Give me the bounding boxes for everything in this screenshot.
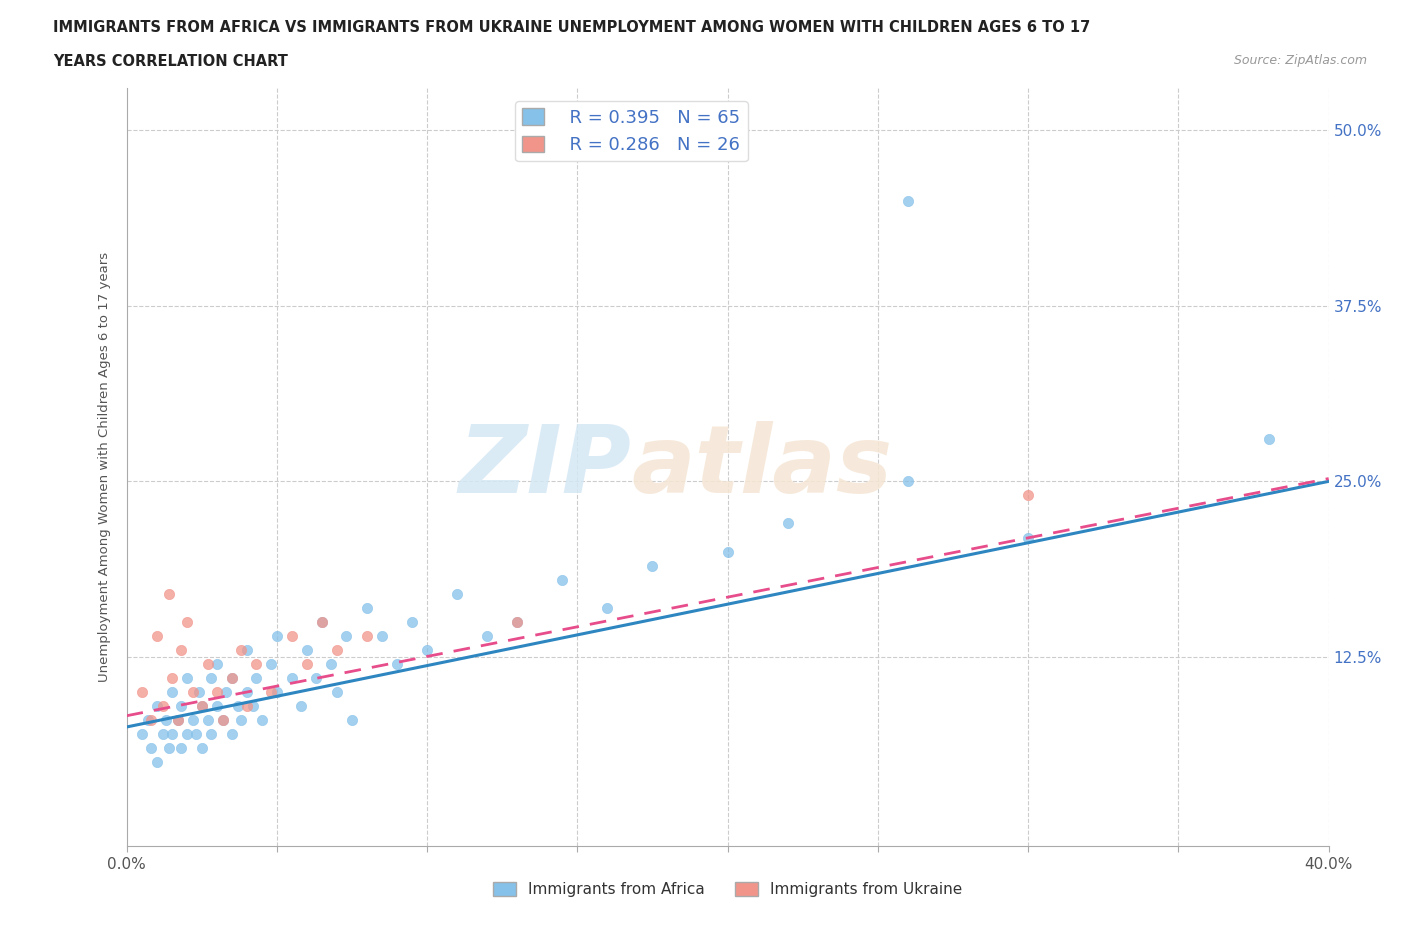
Point [235, 684, 259, 699]
Point [229, 712, 252, 727]
Point [205, 657, 228, 671]
Y-axis label: Unemployment Among Women with Children Ages 6 to 17 years: Unemployment Among Women with Children A… [97, 252, 111, 683]
Point [235, 698, 259, 713]
Point [166, 712, 188, 727]
Point [187, 684, 209, 699]
Point [551, 572, 574, 587]
Point [1257, 432, 1279, 446]
Point [266, 629, 288, 644]
Point [245, 671, 267, 685]
Point [176, 671, 198, 685]
Point [200, 671, 222, 685]
Point [200, 726, 222, 741]
Point [131, 684, 153, 699]
Point [245, 657, 267, 671]
Point [242, 698, 264, 713]
Point [326, 643, 349, 658]
Point [197, 657, 219, 671]
Point [136, 712, 159, 727]
Point [401, 615, 423, 630]
Point [340, 712, 363, 727]
Point [145, 629, 167, 644]
Point [776, 516, 799, 531]
Point [181, 712, 204, 727]
Point [221, 726, 243, 741]
Point [226, 698, 249, 713]
Point [184, 726, 207, 741]
Point [335, 629, 357, 644]
Point [356, 629, 378, 644]
Point [176, 726, 198, 741]
Point [295, 657, 318, 671]
Point [190, 698, 212, 713]
Point [260, 657, 283, 671]
Point [281, 629, 304, 644]
Text: Source: ZipAtlas.com: Source: ZipAtlas.com [1233, 54, 1367, 67]
Point [416, 643, 439, 658]
Point [160, 671, 183, 685]
Point [716, 544, 740, 559]
Point [266, 684, 288, 699]
Text: IMMIGRANTS FROM AFRICA VS IMMIGRANTS FROM UKRAINE UNEMPLOYMENT AMONG WOMEN WITH : IMMIGRANTS FROM AFRICA VS IMMIGRANTS FRO… [53, 20, 1091, 35]
Point [166, 712, 188, 727]
Point [311, 615, 333, 630]
Point [229, 643, 252, 658]
Point [157, 586, 180, 601]
Point [221, 671, 243, 685]
Point [152, 726, 174, 741]
Point [1017, 530, 1039, 545]
Point [221, 671, 243, 685]
Legend: Immigrants from Africa, Immigrants from Ukraine: Immigrants from Africa, Immigrants from … [486, 876, 969, 903]
Point [446, 586, 468, 601]
Point [211, 712, 233, 727]
Point [139, 712, 162, 727]
Point [139, 740, 162, 755]
Point [211, 712, 233, 727]
Point [371, 629, 394, 644]
Point [326, 684, 349, 699]
Point [475, 629, 498, 644]
Point [181, 684, 204, 699]
Point [190, 698, 212, 713]
Point [1017, 488, 1039, 503]
Point [215, 684, 238, 699]
Point [897, 193, 920, 208]
Point [176, 615, 198, 630]
Point [506, 615, 529, 630]
Point [356, 600, 378, 615]
Point [641, 558, 664, 573]
Point [311, 615, 333, 630]
Point [160, 726, 183, 741]
Text: YEARS CORRELATION CHART: YEARS CORRELATION CHART [53, 54, 288, 69]
Point [205, 698, 228, 713]
Point [596, 600, 619, 615]
Point [295, 643, 318, 658]
Point [131, 726, 153, 741]
Point [157, 740, 180, 755]
Point [250, 712, 273, 727]
Point [155, 712, 177, 727]
Point [190, 740, 212, 755]
Point [160, 684, 183, 699]
Point [506, 615, 529, 630]
Point [319, 657, 342, 671]
Point [197, 712, 219, 727]
Point [169, 740, 191, 755]
Text: ZIP: ZIP [458, 421, 631, 513]
Point [169, 698, 191, 713]
Point [145, 754, 167, 769]
Point [145, 698, 167, 713]
Text: atlas: atlas [631, 421, 893, 513]
Point [897, 474, 920, 489]
Point [205, 684, 228, 699]
Point [235, 643, 259, 658]
Point [385, 657, 408, 671]
Point [260, 684, 283, 699]
Point [281, 671, 304, 685]
Point [152, 698, 174, 713]
Point [169, 643, 191, 658]
Point [305, 671, 328, 685]
Point [290, 698, 312, 713]
